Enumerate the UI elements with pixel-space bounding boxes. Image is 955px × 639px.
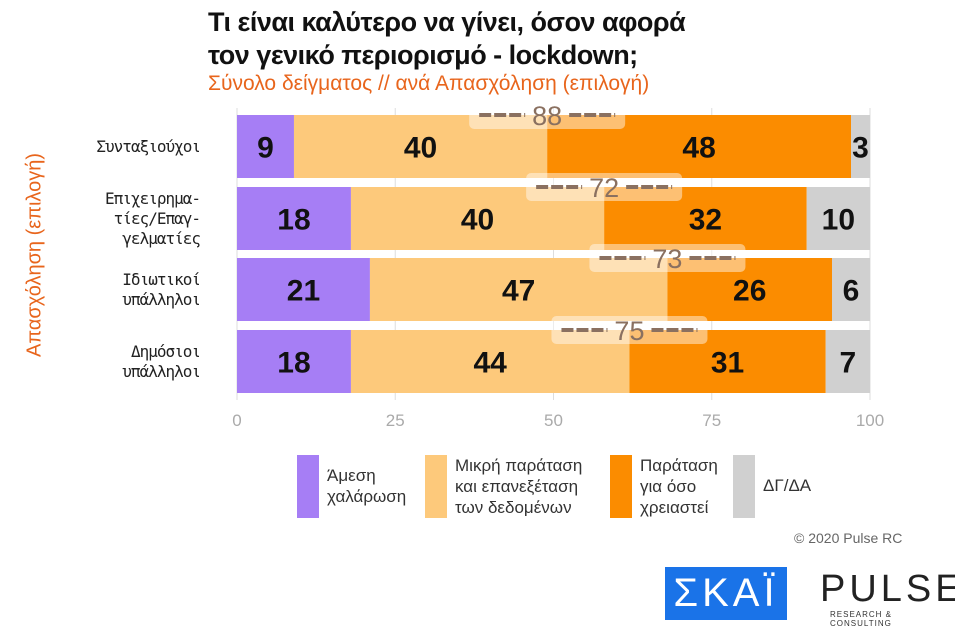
legend-item: ΔΓ/ΔΑ — [733, 455, 811, 518]
legend-swatch — [610, 455, 632, 518]
data-label: 26 — [733, 275, 766, 308]
data-label: 9 — [257, 132, 274, 165]
x-tick-label: 0 — [232, 411, 241, 430]
title-line: Τι είναι καλύτερο να γίνει, όσον αφορά — [208, 7, 686, 37]
legend-swatch — [733, 455, 755, 518]
bar-segment — [237, 115, 294, 178]
total-label: 75 — [614, 316, 644, 346]
category-label-line: τίες/Επαγ- — [113, 208, 201, 228]
legend-label-line: ΔΓ/ΔΑ — [763, 476, 812, 495]
data-label: 44 — [474, 347, 508, 380]
legend-label: Άμεση χαλάρωση — [327, 455, 406, 518]
legend-label-line: των δεδομένων — [455, 498, 572, 517]
data-label: 48 — [682, 132, 715, 165]
bar-segment — [369, 258, 668, 321]
skai-logo: ΣΚΑΪ — [665, 567, 787, 620]
legend-label-line: Μικρή παράταση — [455, 456, 583, 475]
pulse-logo-subtitle: RESEARCH & CONSULTING — [830, 610, 893, 628]
x-tick-label: 100 — [856, 411, 884, 430]
legend-label-line: και επανεξέταση — [455, 477, 579, 496]
legend-label-line: Παράταση — [640, 456, 718, 475]
category-label: Ιδιωτικοί υπάλληλοι — [122, 269, 201, 310]
total-label: 72 — [589, 173, 619, 203]
data-label: 32 — [689, 204, 722, 237]
chart-plot: 0 25 50 75 100 9 40 48 3 88 18 40 32 10 72 21 47 26 6 73 18 4… — [232, 101, 884, 430]
chart-title: Τι είναι καλύτερο να γίνει, όσον αφορά τ… — [208, 6, 686, 72]
legend-label-line: Άμεση — [327, 466, 376, 485]
category-label-line: γελματίες — [122, 228, 201, 248]
legend-label-line: για όσο — [640, 477, 697, 496]
pulse-logo: PULSE — [820, 568, 955, 610]
legend-label: Παράταση για όσο χρειαστεί — [640, 455, 718, 518]
x-tick-label: 75 — [702, 411, 721, 430]
category-label-line: Ιδιωτικοί — [122, 269, 201, 289]
category-label-line: Συνταξιούχοι — [96, 136, 201, 156]
data-label: 10 — [822, 204, 855, 237]
legend-swatch — [297, 455, 319, 518]
legend-item: Μικρή παράταση και επανεξέταση των δεδομέν… — [425, 455, 582, 518]
bar-segment — [825, 330, 870, 393]
category-label: Δημόσιοι υπάλληλοι — [122, 341, 201, 382]
total-label: 73 — [652, 244, 682, 274]
bar-segment — [832, 258, 870, 321]
category-label: Επιχειρημα-τίες/Επαγ-γελματίες — [105, 188, 201, 249]
copyright: © 2020 Pulse RC — [794, 530, 903, 546]
data-label: 18 — [277, 204, 310, 237]
data-label: 40 — [461, 204, 494, 237]
chart-subtitle: Σύνολο δείγματος // ανά Απασχόληση (επιλ… — [208, 72, 650, 95]
category-label-line: Επιχειρημα- — [105, 188, 201, 208]
category-label-line: υπάλληλοι — [122, 289, 201, 309]
total-bubble — [526, 173, 683, 201]
legend-swatch — [425, 455, 447, 518]
bar-segment — [667, 258, 833, 321]
bar-segment — [237, 258, 370, 321]
total-bubble — [469, 101, 626, 129]
legend-item: Άμεση χαλάρωση — [297, 455, 406, 518]
legend-label-line: χρειαστεί — [640, 498, 709, 517]
bar-segment — [604, 187, 807, 250]
legend-label-line: χαλάρωση — [327, 487, 407, 506]
x-tick-label: 25 — [386, 411, 405, 430]
bar-segment — [350, 187, 605, 250]
data-label: 40 — [404, 132, 437, 165]
data-label: 18 — [277, 347, 310, 380]
data-label: 7 — [840, 347, 857, 380]
legend-item: Παράταση για όσο χρειαστεί — [610, 455, 718, 518]
data-label: 3 — [852, 132, 869, 165]
total-bubble — [589, 244, 746, 272]
title-line: τον γενικό περιορισμό - lockdown; — [208, 40, 638, 70]
total-label: 88 — [532, 101, 562, 131]
bar-segment — [350, 330, 630, 393]
bar-segment — [237, 330, 351, 393]
category-label-line: Δημόσιοι — [130, 341, 201, 361]
bar-segment — [237, 187, 351, 250]
data-label: 31 — [711, 347, 744, 380]
x-tick-label: 50 — [544, 411, 563, 430]
data-label: 47 — [502, 275, 535, 308]
category-label-line: υπάλληλοι — [122, 361, 201, 381]
bar-segment — [547, 115, 852, 178]
bar-segment — [851, 115, 870, 178]
total-bubble — [551, 316, 708, 344]
legend-label: Μικρή παράταση και επανεξέταση των δεδομέν… — [455, 455, 582, 518]
data-label: 21 — [287, 275, 320, 308]
bar-segment — [293, 115, 548, 178]
category-label: Συνταξιούχοι — [96, 136, 201, 157]
bar-segment — [806, 187, 870, 250]
data-label: 6 — [843, 275, 860, 308]
legend-label: ΔΓ/ΔΑ — [763, 455, 811, 518]
bar-segment — [629, 330, 826, 393]
